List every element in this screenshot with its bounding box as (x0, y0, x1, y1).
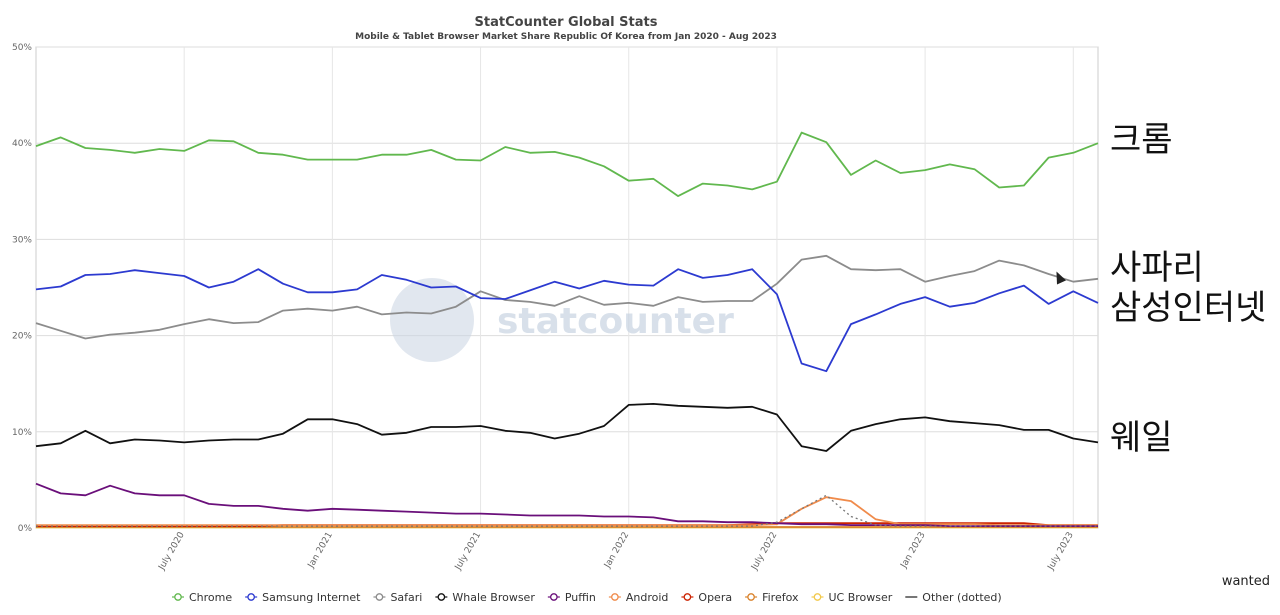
series-line-puffin (35, 482, 1098, 527)
x-tick-label: Jan 2021 (306, 531, 335, 571)
x-tick-label: Jan 2023 (899, 531, 928, 571)
legend-marker-chrome (174, 593, 182, 601)
x-tick-label: July 2023 (1046, 531, 1076, 573)
legend-marker-whale (437, 593, 446, 601)
legend-label-safari: Safari (390, 591, 422, 604)
legend-marker-samsung (247, 593, 256, 601)
legend-label-opera: Opera (698, 591, 732, 604)
series-lines (35, 131, 1099, 529)
y-tick-label: 30% (12, 235, 32, 245)
legend-label-chrome: Chrome (189, 591, 232, 604)
annotation-safari: 사파리 (1110, 248, 1204, 288)
watermark-text: statcounter (497, 301, 734, 342)
series-line-whale (35, 402, 1099, 452)
legend-label-puffin: Puffin (565, 591, 596, 604)
statcounter-watermark: statcounter (390, 278, 734, 362)
y-tick-label: 10% (12, 428, 32, 438)
plot-area (35, 46, 1099, 529)
legend-marker-uc (813, 593, 822, 601)
x-axis: July 2020 Jan 2021 July 2021 Jan 2022 July 2… (157, 530, 1076, 572)
series-line-safari (35, 254, 1099, 340)
annotation-chrome: 크롬 (1110, 120, 1173, 160)
wanted-brand: wanted (1221, 574, 1270, 589)
legend-marker-puffin (549, 593, 558, 601)
y-axis: 0% 10% 20% 30% 40% 50% (12, 43, 32, 534)
annotation-samsung: 삼성인터넷 (1110, 288, 1267, 328)
legend-label-other: Other (dotted) (922, 591, 1001, 604)
annotation-whale: 웨일 (1110, 418, 1173, 458)
series-line-android (36, 496, 1098, 526)
legend-label-uc: UC Browser (828, 591, 892, 604)
legend: Chrome Samsung Internet Safari Whale Browse… (172, 591, 1002, 604)
series-line-samsung (35, 268, 1099, 373)
legend-label-firefox: Firefox (762, 591, 799, 604)
legend-marker-safari (375, 593, 384, 601)
series-line-other (36, 494, 1098, 527)
y-tick-label: 40% (12, 139, 32, 149)
y-tick-label: 0% (18, 524, 33, 534)
y-tick-label: 20% (12, 332, 32, 342)
chart-subtitle: Mobile & Tablet Browser Market Share Rep… (355, 32, 777, 42)
chart-title: StatCounter Global Stats (475, 15, 658, 30)
y-tick-label: 50% (12, 43, 32, 53)
gridlines (35, 46, 1099, 529)
legend-label-whale: Whale Browser (452, 591, 535, 604)
legend-marker-android (611, 593, 619, 601)
legend-label-android: Android (626, 591, 669, 604)
series-line-chrome (35, 131, 1099, 198)
legend-label-samsung: Samsung Internet (262, 591, 361, 604)
legend-marker-firefox (747, 593, 755, 601)
x-tick-label: July 2020 (157, 530, 187, 572)
watermark-logo-icon (390, 278, 474, 362)
x-tick-label: July 2022 (749, 531, 779, 573)
x-tick-label: July 2021 (453, 531, 483, 573)
legend-marker-opera (683, 593, 692, 601)
x-tick-label: Jan 2022 (602, 531, 631, 571)
